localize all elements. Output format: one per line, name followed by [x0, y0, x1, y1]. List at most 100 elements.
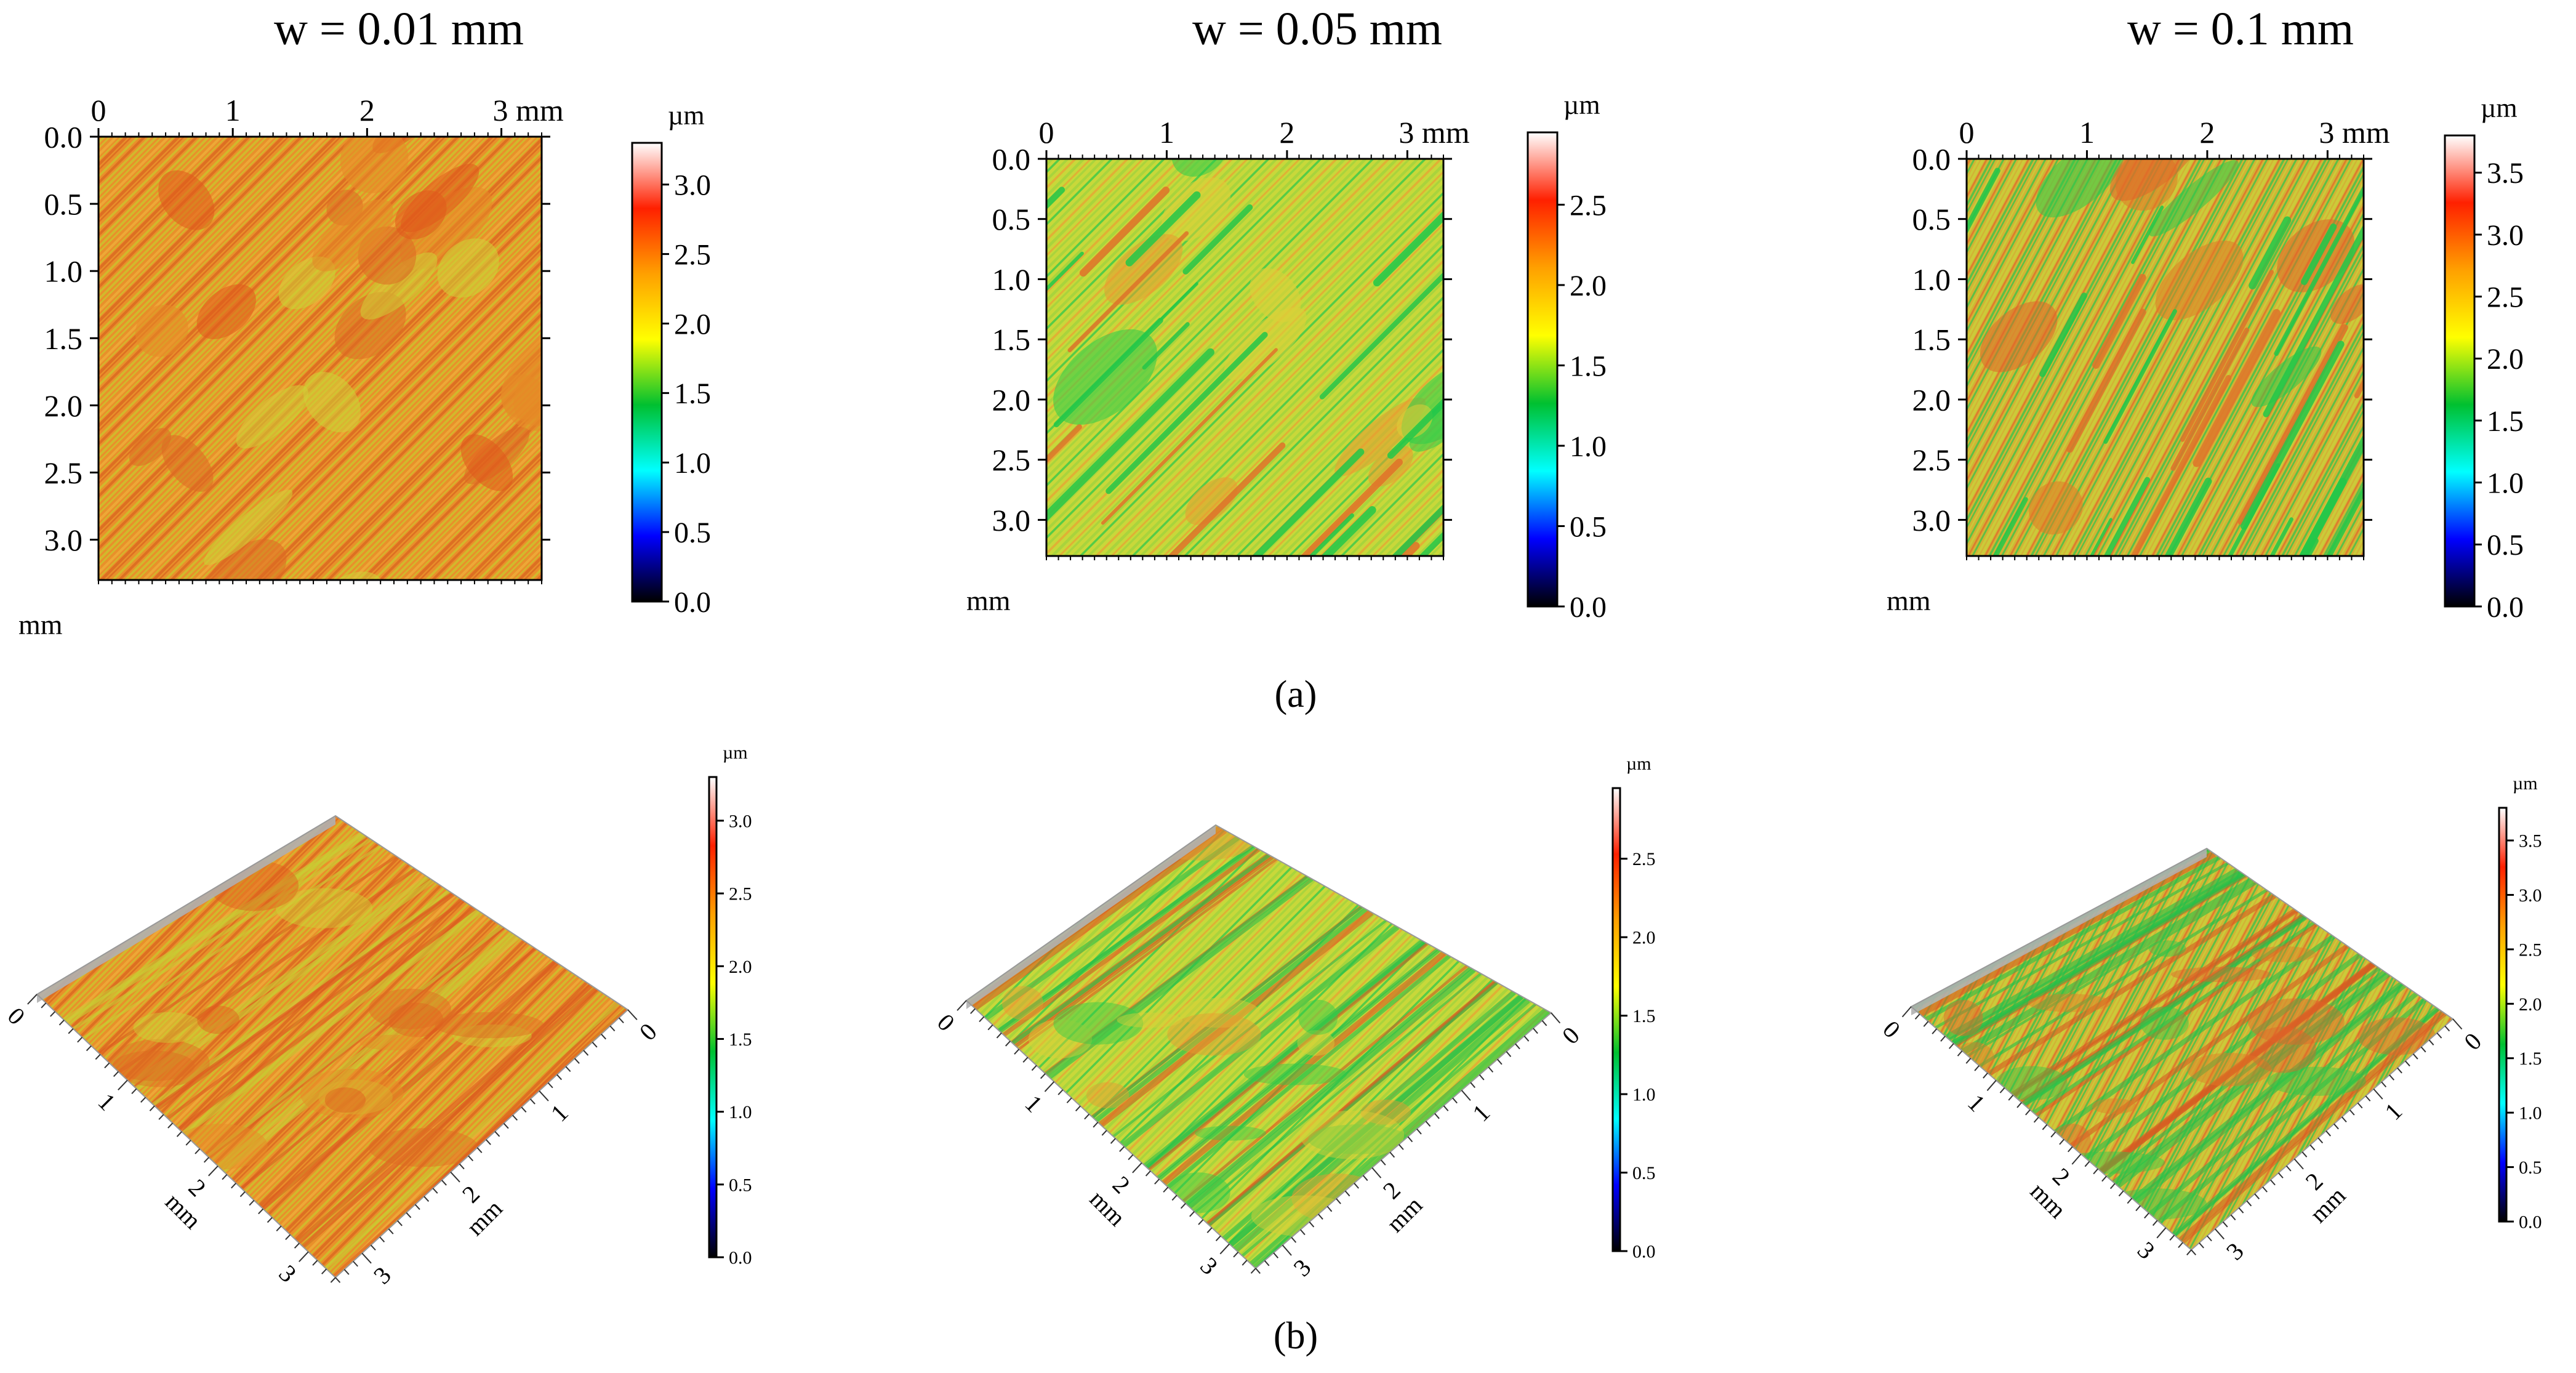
- y-tick-label: 1.0: [44, 254, 83, 289]
- colorbar-tick-label: 0.5: [2519, 1158, 2542, 1178]
- axis-3d-unit-label: mm: [461, 1194, 508, 1241]
- x-tick-label: 3 mm: [493, 93, 564, 127]
- chart-title: w = 0.05 mm: [1192, 3, 1442, 55]
- colorbar: 0.0 0.5 1.0 1.5 2.0 2.5 µm: [1611, 754, 1656, 1262]
- surface-3d: [1911, 848, 2453, 1250]
- heatmap-surface: [1967, 159, 2364, 556]
- colorbar-tick-label: 1.0: [1570, 430, 1607, 463]
- y-tick-label: 2.0: [44, 389, 83, 423]
- y-tick-label: 0.5: [992, 202, 1031, 236]
- panel-b-label: (b): [1274, 1315, 1318, 1357]
- axis-3d-tick-label: 3: [368, 1261, 396, 1289]
- axis-3d-unit-label: mm: [1085, 1185, 1131, 1231]
- axis-3d-tick-label: 3: [1288, 1254, 1316, 1282]
- axis-3d-unit-label: mm: [2025, 1177, 2072, 1224]
- colorbar-tick-label: 3.0: [2519, 885, 2542, 906]
- colorbar-tick-label: 3.0: [2487, 219, 2524, 252]
- y-tick-label: 0.0: [44, 120, 83, 155]
- colorbar-tick-label: 1.5: [729, 1029, 752, 1050]
- colorbar-tick-label: 3.5: [2487, 157, 2524, 190]
- y-unit-label: mm: [18, 609, 63, 640]
- surface-3d: [37, 816, 628, 1278]
- colorbar-tick-label: 0.0: [729, 1248, 752, 1268]
- y-tick-label: 1.0: [1912, 262, 1951, 297]
- colorbar-tick-label: 2.5: [729, 884, 752, 904]
- y-tick-label: 2.0: [1912, 382, 1951, 417]
- x-tick-label: 3 mm: [1398, 115, 1469, 150]
- axis-3d-tick-label: 1: [1467, 1098, 1495, 1127]
- colorbar: 0.0 0.5 1.0 1.5 2.0 2.5 3.0 µm: [708, 743, 752, 1268]
- colorbar-tick-label: 1.5: [1632, 1006, 1656, 1026]
- y-tick-label: 0.0: [1912, 142, 1951, 177]
- colorbar-tick-label: 1.0: [674, 447, 711, 480]
- y-tick-label: 3.0: [992, 503, 1031, 538]
- heatmap-2d-2: 0 1 2 3 mm 0.0 0.5 1.0 1.5 2.0 2.5 3.0 mm w = 0.05 m…: [966, 3, 1607, 624]
- colorbar-tick-label: 2.0: [2487, 343, 2524, 376]
- colorbar: 0.0 0.5 1.0 1.5 2.0 2.5 3.0 3.5 µm: [2444, 93, 2524, 624]
- axis-3d-tick-label: 1: [1019, 1089, 1048, 1117]
- colorbar-tick-label: 1.0: [729, 1102, 752, 1122]
- y-tick-label: 3.0: [1912, 503, 1951, 538]
- x-tick-label: 2: [2199, 115, 2215, 150]
- y-tick-label: 1.5: [992, 323, 1031, 357]
- colorbar-unit: µm: [1626, 754, 1651, 774]
- surface-3d: [966, 825, 1551, 1268]
- y-unit-label: mm: [1887, 585, 1931, 616]
- axis-3d-tick-label: 0: [1557, 1021, 1585, 1050]
- colorbar-unit: µm: [668, 100, 705, 131]
- x-tick-label: 1: [225, 93, 241, 127]
- x-tick-label: 1: [1159, 115, 1174, 150]
- x-tick-label: 0: [1959, 115, 1975, 150]
- axis-3d-unit-label: mm: [1381, 1191, 1428, 1238]
- y-tick-label: 2.0: [992, 382, 1031, 417]
- x-tick-label: 0: [91, 93, 106, 127]
- colorbar-unit: µm: [1563, 90, 1600, 120]
- x-tick-label: 2: [1279, 115, 1294, 150]
- colorbar-tick-label: 1.5: [1570, 350, 1607, 382]
- colorbar-tick-label: 3.5: [2519, 831, 2542, 852]
- x-tick-label: 1: [2079, 115, 2095, 150]
- colorbar-unit: µm: [723, 743, 748, 763]
- colorbar-tick-label: 1.5: [2487, 405, 2524, 438]
- colorbar-tick-label: 2.5: [2519, 940, 2542, 960]
- axis-3d-tick-label: 1: [93, 1088, 121, 1116]
- colorbar-tick-label: 0.5: [729, 1175, 752, 1195]
- axis-3d-tick-label: 0: [2, 1002, 31, 1030]
- colorbar-tick-label: 1.0: [1632, 1085, 1656, 1105]
- axis-3d-tick-label: 3: [1195, 1252, 1223, 1280]
- colorbar-tick-label: 2.5: [1632, 849, 1656, 869]
- colorbar-tick-label: 0.0: [1632, 1242, 1656, 1262]
- colorbar-tick-label: 2.0: [1632, 928, 1656, 948]
- colorbar-tick-label: 0.5: [1632, 1163, 1656, 1183]
- x-tick-label: 2: [359, 93, 375, 127]
- colorbar-gradient: [1611, 787, 1621, 1252]
- heatmap-2d-1: 0 1 2 3 mm 0.0 0.5 1.0 1.5 2.0 2.5 3.0 mm w = 0.01 m…: [18, 3, 711, 640]
- colorbar-tick-label: 2.0: [729, 957, 752, 977]
- colorbar-tick-label: 3.0: [729, 811, 752, 831]
- colorbar-tick-label: 0.0: [2519, 1212, 2542, 1233]
- colorbar-tick-label: 2.5: [674, 238, 711, 271]
- axis-3d-tick-label: 3: [2132, 1236, 2161, 1265]
- colorbar-tick-label: 2.5: [2487, 281, 2524, 314]
- x-tick-label: 3 mm: [2319, 115, 2389, 150]
- axis-3d-tick-label: 3: [2221, 1237, 2249, 1265]
- colorbar-tick-label: 0.0: [674, 586, 711, 619]
- y-tick-label: 2.5: [1912, 443, 1951, 477]
- colorbar-tick-label: 2.5: [1570, 189, 1607, 222]
- colorbar-tick-label: 2.0: [1570, 270, 1607, 302]
- heatmap-surface: [98, 137, 542, 580]
- colorbar-tick-label: 1.5: [674, 377, 711, 410]
- axis-3d-tick-label: 0: [634, 1018, 662, 1046]
- axis-3d-tick-label: 0: [1877, 1015, 1906, 1044]
- y-tick-label: 0.5: [44, 187, 83, 222]
- colorbar-gradient: [2498, 807, 2508, 1223]
- axis-3d-tick-label: 3: [274, 1259, 302, 1287]
- colorbar-unit: µm: [2513, 773, 2538, 794]
- axis-3d-tick-label: 0: [932, 1009, 960, 1037]
- chart-title: w = 0.01 mm: [274, 3, 524, 55]
- panel-a-label: (a): [1275, 674, 1317, 715]
